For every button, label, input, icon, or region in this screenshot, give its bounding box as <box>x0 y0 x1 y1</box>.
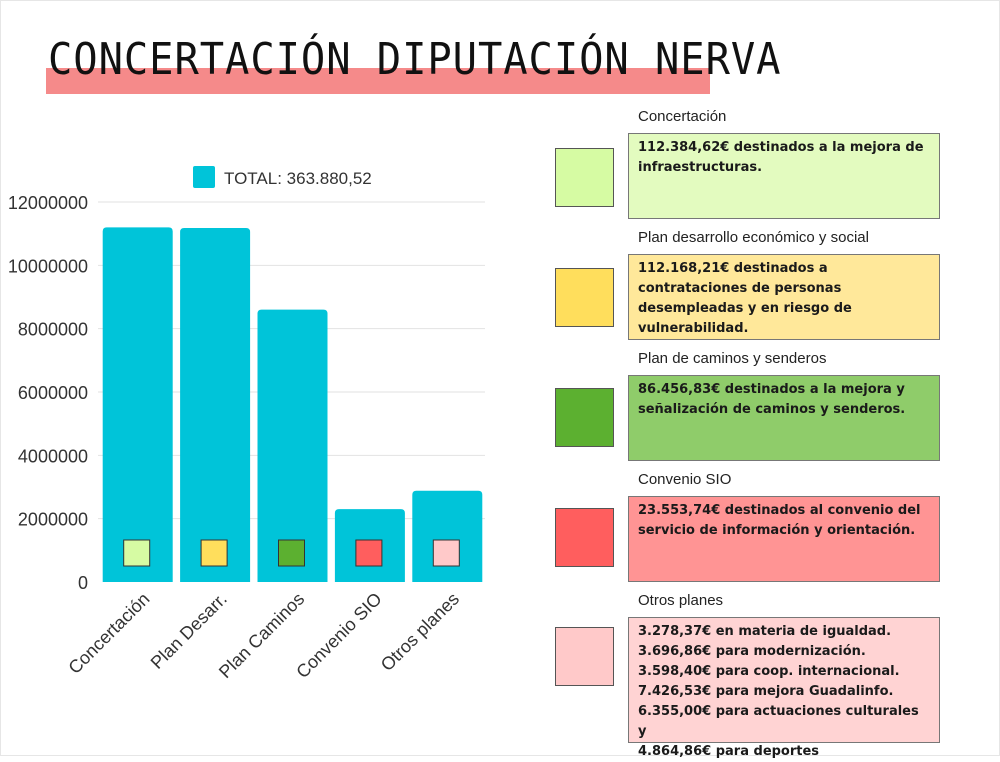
y-tick-label: 0 <box>78 573 88 593</box>
legend-swatch <box>193 166 215 188</box>
color-swatch <box>555 268 614 327</box>
bar <box>180 227 251 582</box>
color-swatch <box>555 508 614 567</box>
legend-item-title: Convenio SIO <box>638 471 732 488</box>
bar <box>102 227 173 582</box>
y-tick-label: 6000000 <box>18 383 88 403</box>
bar <box>257 309 328 582</box>
y-tick-label: 2000000 <box>18 510 88 530</box>
legend-item-description: 112.384,62€ destinados a la mejora de in… <box>628 133 940 219</box>
page-title: CONCERTACIÓN DIPUTACIÓN NERVA <box>48 34 782 85</box>
x-tick-label: Concertación <box>64 589 153 678</box>
bar <box>412 490 483 582</box>
legend-item-title: Otros planes <box>638 592 724 609</box>
legend-label: TOTAL: 363.880,52 <box>224 169 372 188</box>
bar-color-marker <box>200 539 228 567</box>
y-tick-label: 4000000 <box>18 446 88 466</box>
legend-item-description: 112.168,21€ destinados a contrataciones … <box>628 254 940 340</box>
bar-color-marker <box>355 539 383 567</box>
y-tick-label: 12000000 <box>8 193 88 213</box>
legend-item-description: 23.553,74€ destinados al convenio del se… <box>628 496 940 582</box>
y-tick-label: 8000000 <box>18 320 88 340</box>
bar-chart: 0 2000000 4000000 6000000 8000000 10000000 120… <box>8 166 485 682</box>
legend-item-title: Plan de caminos y senderos <box>638 350 827 367</box>
color-swatch <box>555 627 614 686</box>
title-highlight <box>46 68 710 94</box>
bar-color-marker <box>123 539 151 567</box>
legend-item-description: 86.456,83€ destinados a la mejora y seña… <box>628 375 940 461</box>
x-tick-label: Plan Desarr. <box>147 589 231 673</box>
legend-item-title: Plan desarrollo económico y social <box>638 229 869 246</box>
bar-color-marker <box>278 539 305 567</box>
x-tick-label: Otros planes <box>377 589 463 675</box>
color-swatch <box>555 388 614 447</box>
legend-item-description: 3.278,37€ en materia de igualdad. 3.696,… <box>628 617 940 759</box>
legend-panel: Concertación 112.384,62€ destinados a la… <box>555 0 995 759</box>
legend-item-title: Concertación <box>638 108 727 125</box>
bar-color-marker <box>432 539 460 567</box>
y-tick-label: 10000000 <box>8 256 88 276</box>
color-swatch <box>555 148 614 207</box>
